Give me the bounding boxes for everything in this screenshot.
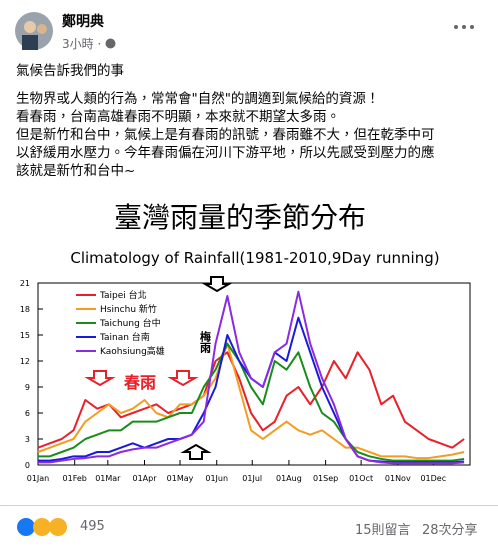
series-line xyxy=(38,342,465,462)
legend-label: Taichung 台中 xyxy=(99,317,161,329)
series-line xyxy=(37,342,465,460)
x-tick-label: 01Oct xyxy=(349,474,373,483)
post-line: 氣候告訴我們的事 xyxy=(16,63,124,79)
footer: 495 15則留言 28次分享 xyxy=(0,505,498,550)
annotation: 梅雨 xyxy=(199,330,212,354)
avatar[interactable] xyxy=(15,12,53,50)
y-tick-label: 15 xyxy=(20,331,30,340)
legend-label: Taipei 台北 xyxy=(99,289,147,301)
x-tick-label: 01Jul xyxy=(242,474,262,483)
x-tick-label: 01May xyxy=(167,474,194,483)
x-tick-label: 01Jun xyxy=(205,474,228,483)
post-time[interactable]: 3小時 · xyxy=(62,35,116,52)
y-tick-label: 18 xyxy=(20,305,30,314)
more-button[interactable] xyxy=(452,22,476,32)
x-tick-label: 01Mar xyxy=(95,474,121,483)
time-text[interactable]: 3小時 xyxy=(62,37,94,51)
arrow xyxy=(167,370,199,387)
arrow xyxy=(201,276,233,293)
arrow xyxy=(84,370,116,387)
post-line: 以舒緩用水壓力。今年春雨偏在河川下游平地，所以先感受到壓力的應 xyxy=(16,145,435,161)
y-tick-label: 12 xyxy=(20,357,30,366)
x-tick-label: 01Feb xyxy=(63,474,87,483)
annotation: 春雨 xyxy=(123,373,156,392)
legend-label: Tainan 台南 xyxy=(99,331,150,343)
post-text: 氣候告訴我們的事生物界或人類的行為，常常會"自然"的調適到氣候給的資源！ 看春雨，… xyxy=(16,62,486,180)
y-tick-label: 21 xyxy=(20,279,30,288)
chart-title: 臺灣雨量的季節分布 xyxy=(114,201,366,234)
comment-count[interactable]: 15則留言 xyxy=(355,523,411,538)
chart: 臺灣雨量的季節分布 Climatology of Rainfall(1981-2… xyxy=(20,201,471,483)
x-tick-label: 01Nov xyxy=(385,474,411,483)
y-tick-label: 0 xyxy=(25,461,30,470)
share-count[interactable]: 28次分享 xyxy=(422,523,478,538)
chart-subtitle: Climatology of Rainfall(1981-2010,9Day r… xyxy=(70,249,439,267)
x-tick-label: 01Jan xyxy=(27,474,50,483)
legend-label: Hsinchu 新竹 xyxy=(100,303,157,315)
x-tick-label: 01Aug xyxy=(276,474,302,483)
y-tick-label: 6 xyxy=(25,409,30,418)
legend-label: Kaohsiung高雄 xyxy=(100,345,165,357)
post-line: 該就是新竹和台中~ xyxy=(16,163,136,179)
x-tick-label: 01Apr xyxy=(133,474,158,483)
reaction-icons[interactable] xyxy=(16,516,76,538)
reaction-count[interactable]: 495 xyxy=(80,519,105,534)
arrow xyxy=(180,443,212,460)
x-tick-label: 01Sep xyxy=(313,474,338,483)
plot-frame xyxy=(37,282,471,466)
y-tick-label: 3 xyxy=(25,435,30,444)
author-name[interactable]: 鄭明典 xyxy=(62,14,104,30)
series-line xyxy=(38,290,465,465)
globe-icon xyxy=(105,38,116,49)
x-tick-label: 01Dec xyxy=(420,474,446,483)
post-line: 看春雨，台南高雄春雨不明顯，本來就不期望太多雨。 xyxy=(16,109,340,125)
post-line: 生物界或人類的行為，常常會"自然"的調適到氣候給的資源！ xyxy=(16,91,380,107)
y-tick-label: 9 xyxy=(25,383,30,392)
post-line: 但是新竹和台中，氣候上是有春雨的訊號，春雨雖不大，但在乾季中可 xyxy=(16,127,435,143)
